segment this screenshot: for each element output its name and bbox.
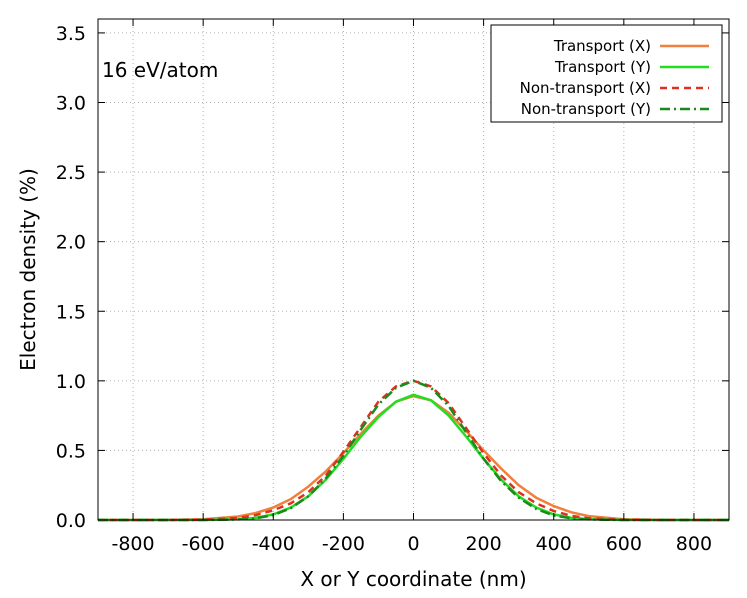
- y-tick-label: 2.0: [56, 232, 86, 254]
- legend-label: Transport (X): [553, 37, 651, 55]
- series-lines: [98, 379, 729, 522]
- series-line-1: [98, 394, 729, 522]
- x-tick-label: 0: [407, 533, 419, 555]
- x-tick-label: -200: [322, 533, 365, 555]
- legend-label: Non-transport (X): [520, 79, 651, 97]
- x-tick-label: -600: [182, 533, 225, 555]
- y-tick-label: 0.5: [56, 440, 86, 462]
- axis-ticks: -800 -600 -400 -200 0 200 400 600 800 0.0 0.5 1.0 1.…: [56, 19, 729, 555]
- legend-entry: Transport (Y): [554, 58, 709, 76]
- x-tick-label: -400: [252, 533, 295, 555]
- x-axis-title: X or Y coordinate (nm): [300, 567, 526, 591]
- y-tick-label: 1.0: [56, 371, 86, 393]
- x-tick-label: 600: [606, 533, 642, 555]
- legend-entry: Non-transport (X): [520, 79, 709, 97]
- series-line-4: [98, 379, 729, 522]
- x-tick-label: 200: [465, 533, 501, 555]
- y-tick-label: 0.0: [56, 510, 86, 532]
- y-tick-label: 3.0: [56, 93, 86, 115]
- y-axis-title: Electron density (%): [16, 168, 40, 371]
- x-tick-label: 800: [676, 533, 712, 555]
- legend: Transport (X) Transport (Y) Non-transport …: [490, 24, 723, 123]
- legend-label: Non-transport (Y): [521, 100, 651, 118]
- legend-entry: Non-transport (Y): [521, 100, 709, 118]
- annotation-label: 16 eV/atom: [102, 58, 218, 82]
- y-tick-label: 3.5: [56, 23, 86, 45]
- legend-entry: Transport (X): [553, 37, 709, 55]
- y-tick-label: 1.5: [56, 301, 86, 323]
- series-line-2: [98, 393, 729, 522]
- legend-box: [490, 24, 723, 123]
- y-tick-label: 2.5: [56, 162, 86, 184]
- x-tick-label: 400: [536, 533, 572, 555]
- x-tick-label: -800: [111, 533, 154, 555]
- legend-label: Transport (Y): [554, 58, 651, 76]
